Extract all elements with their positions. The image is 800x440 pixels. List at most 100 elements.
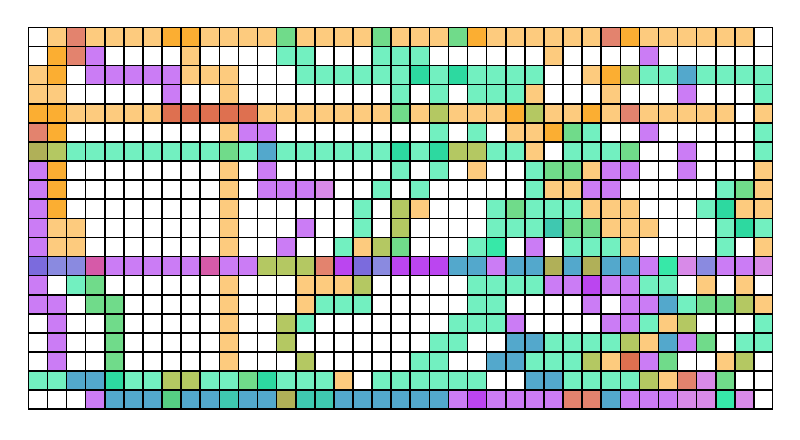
heatmap-cell (277, 161, 295, 180)
heatmap-cell (258, 180, 276, 199)
heatmap-cell (181, 276, 200, 294)
heatmap-cell (67, 314, 85, 333)
heatmap-cell (716, 85, 735, 103)
heatmap-cell (544, 123, 563, 142)
heatmap-cell (678, 314, 696, 333)
heatmap-cell (67, 66, 85, 84)
heatmap-cell (716, 66, 735, 84)
heatmap-cell (201, 276, 219, 294)
heatmap-cell (411, 219, 429, 237)
heatmap-cell (334, 200, 353, 218)
heatmap-cell (105, 371, 124, 390)
heatmap-cell (621, 238, 639, 256)
heatmap-cell (67, 238, 85, 256)
heatmap-cell (716, 161, 735, 180)
heatmap-cell (162, 333, 181, 352)
heatmap-cell (105, 352, 124, 371)
heatmap-cell (697, 66, 715, 84)
heatmap-cell (29, 238, 47, 256)
heatmap-cell (86, 85, 104, 103)
heatmap-cell (525, 219, 544, 237)
heatmap-cell (411, 333, 429, 352)
heatmap-cell (525, 333, 544, 352)
heatmap-cell (621, 47, 639, 65)
heatmap-cell (449, 390, 467, 409)
heatmap-cell (544, 104, 563, 123)
heatmap-cell (487, 47, 505, 65)
heatmap-cell (716, 390, 735, 409)
heatmap-cell (143, 66, 162, 84)
heatmap-cell (143, 352, 162, 371)
heatmap-cell (449, 142, 467, 161)
heatmap-cell (48, 371, 66, 390)
heatmap-cell (315, 85, 334, 103)
heatmap-cell (449, 28, 467, 46)
heatmap-cell (277, 257, 295, 275)
heatmap-cell (678, 104, 696, 123)
heatmap-cell (105, 238, 124, 256)
heatmap-cell (277, 238, 295, 256)
heatmap-cell (582, 28, 601, 46)
heatmap-cell (525, 200, 544, 218)
heatmap-cell (201, 85, 219, 103)
heatmap-cell (697, 142, 715, 161)
heatmap-grid (29, 28, 773, 409)
heatmap-cell (105, 28, 124, 46)
heatmap-cell (105, 257, 124, 275)
heatmap-cell (162, 371, 181, 390)
heatmap-cell (124, 371, 143, 390)
heatmap-cell (449, 180, 467, 199)
heatmap-cell (258, 200, 276, 218)
heatmap-cell (716, 180, 735, 199)
heatmap-cell (449, 104, 467, 123)
heatmap-cell (582, 123, 601, 142)
heatmap-cell (754, 47, 773, 65)
heatmap-cell (544, 238, 563, 256)
heatmap-cell (582, 257, 601, 275)
heatmap-cell (506, 123, 525, 142)
heatmap-cell (124, 161, 143, 180)
heatmap-cell (449, 276, 467, 294)
heatmap-cell (525, 85, 544, 103)
heatmap-cell (602, 142, 620, 161)
heatmap-cell (391, 219, 410, 237)
heatmap-cell (239, 142, 257, 161)
heatmap-cell (449, 238, 467, 256)
heatmap-cell (86, 257, 104, 275)
heatmap-cell (258, 219, 276, 237)
heatmap-cell (678, 200, 696, 218)
heatmap-cell (659, 238, 677, 256)
heatmap-cell (678, 238, 696, 256)
heatmap-cell (506, 371, 525, 390)
heatmap-cell (143, 257, 162, 275)
heatmap-cell (29, 295, 47, 313)
heatmap-cell (468, 200, 486, 218)
heatmap-cell (124, 142, 143, 161)
heatmap-cell (659, 219, 677, 237)
heatmap-cell (372, 333, 391, 352)
heatmap-cell (334, 104, 353, 123)
heatmap-cell (487, 161, 505, 180)
heatmap-cell (487, 352, 505, 371)
heatmap-cell (544, 371, 563, 390)
heatmap-cell (391, 104, 410, 123)
heatmap-cell (506, 390, 525, 409)
heatmap-cell (201, 219, 219, 237)
heatmap-cell (296, 219, 314, 237)
heatmap-cell (239, 123, 257, 142)
heatmap-cell (239, 200, 257, 218)
heatmap-cell (544, 200, 563, 218)
heatmap-cell (277, 295, 295, 313)
heatmap-cell (372, 295, 391, 313)
heatmap-cell (678, 333, 696, 352)
heatmap-cell (487, 257, 505, 275)
heatmap-cell (468, 219, 486, 237)
heatmap-cell (220, 161, 238, 180)
heatmap-cell (296, 257, 314, 275)
heatmap-cell (353, 333, 372, 352)
heatmap-cell (277, 390, 295, 409)
heatmap-cell (258, 276, 276, 294)
heatmap-cell (735, 180, 754, 199)
heatmap-cell (621, 276, 639, 294)
heatmap-cell (582, 276, 601, 294)
